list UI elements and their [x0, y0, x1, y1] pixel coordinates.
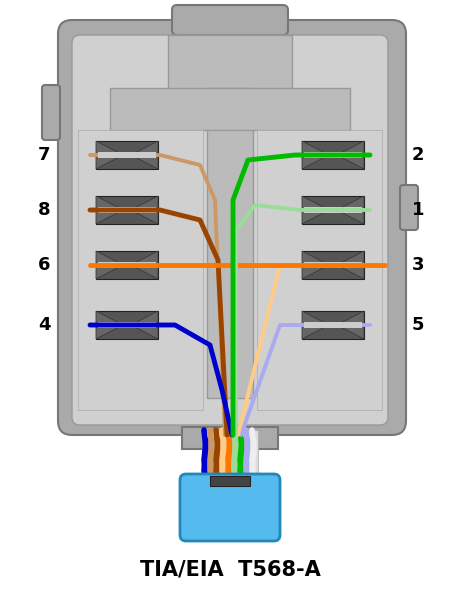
Bar [98, 322, 156, 328]
Bar [207, 88, 252, 398]
Polygon shape [131, 196, 157, 224]
Polygon shape [131, 141, 157, 169]
Bar [98, 207, 156, 213]
Polygon shape [131, 311, 157, 339]
Text: 4: 4 [38, 316, 50, 334]
Polygon shape [336, 251, 363, 279]
Text: 8: 8 [38, 201, 50, 219]
Bar [303, 262, 361, 268]
Bar [257, 130, 381, 410]
FancyBboxPatch shape [42, 85, 60, 140]
Bar [182, 427, 277, 449]
Polygon shape [336, 311, 363, 339]
Text: TIA/EIA  T568-A: TIA/EIA T568-A [140, 560, 319, 580]
Bar [78, 130, 202, 410]
Polygon shape [96, 251, 123, 279]
Bar [110, 88, 349, 130]
Text: 3: 3 [411, 256, 423, 274]
Bar [210, 476, 249, 486]
Text: 7: 7 [38, 146, 50, 164]
Polygon shape [96, 311, 123, 339]
Text: 6: 6 [38, 256, 50, 274]
Bar [303, 152, 361, 158]
Bar [96, 196, 157, 224]
Bar [98, 262, 156, 268]
Bar [302, 196, 363, 224]
Polygon shape [302, 251, 328, 279]
Polygon shape [336, 196, 363, 224]
Polygon shape [131, 251, 157, 279]
Bar [302, 311, 363, 339]
Polygon shape [302, 311, 328, 339]
FancyBboxPatch shape [58, 20, 405, 435]
Text: 5: 5 [411, 316, 423, 334]
FancyBboxPatch shape [179, 474, 280, 541]
Polygon shape [96, 196, 123, 224]
Polygon shape [302, 196, 328, 224]
Bar [96, 251, 157, 279]
Bar [303, 322, 361, 328]
FancyBboxPatch shape [72, 35, 387, 425]
FancyBboxPatch shape [399, 185, 417, 230]
Bar [98, 152, 156, 158]
Text: 2: 2 [411, 146, 423, 164]
Bar [168, 35, 291, 90]
Bar [302, 251, 363, 279]
FancyBboxPatch shape [172, 5, 287, 35]
Bar [96, 311, 157, 339]
Bar [303, 207, 361, 213]
Polygon shape [96, 141, 123, 169]
Polygon shape [302, 141, 328, 169]
Polygon shape [336, 141, 363, 169]
Bar [302, 141, 363, 169]
Bar [96, 141, 157, 169]
Bar [202, 430, 257, 500]
Text: 1: 1 [411, 201, 423, 219]
